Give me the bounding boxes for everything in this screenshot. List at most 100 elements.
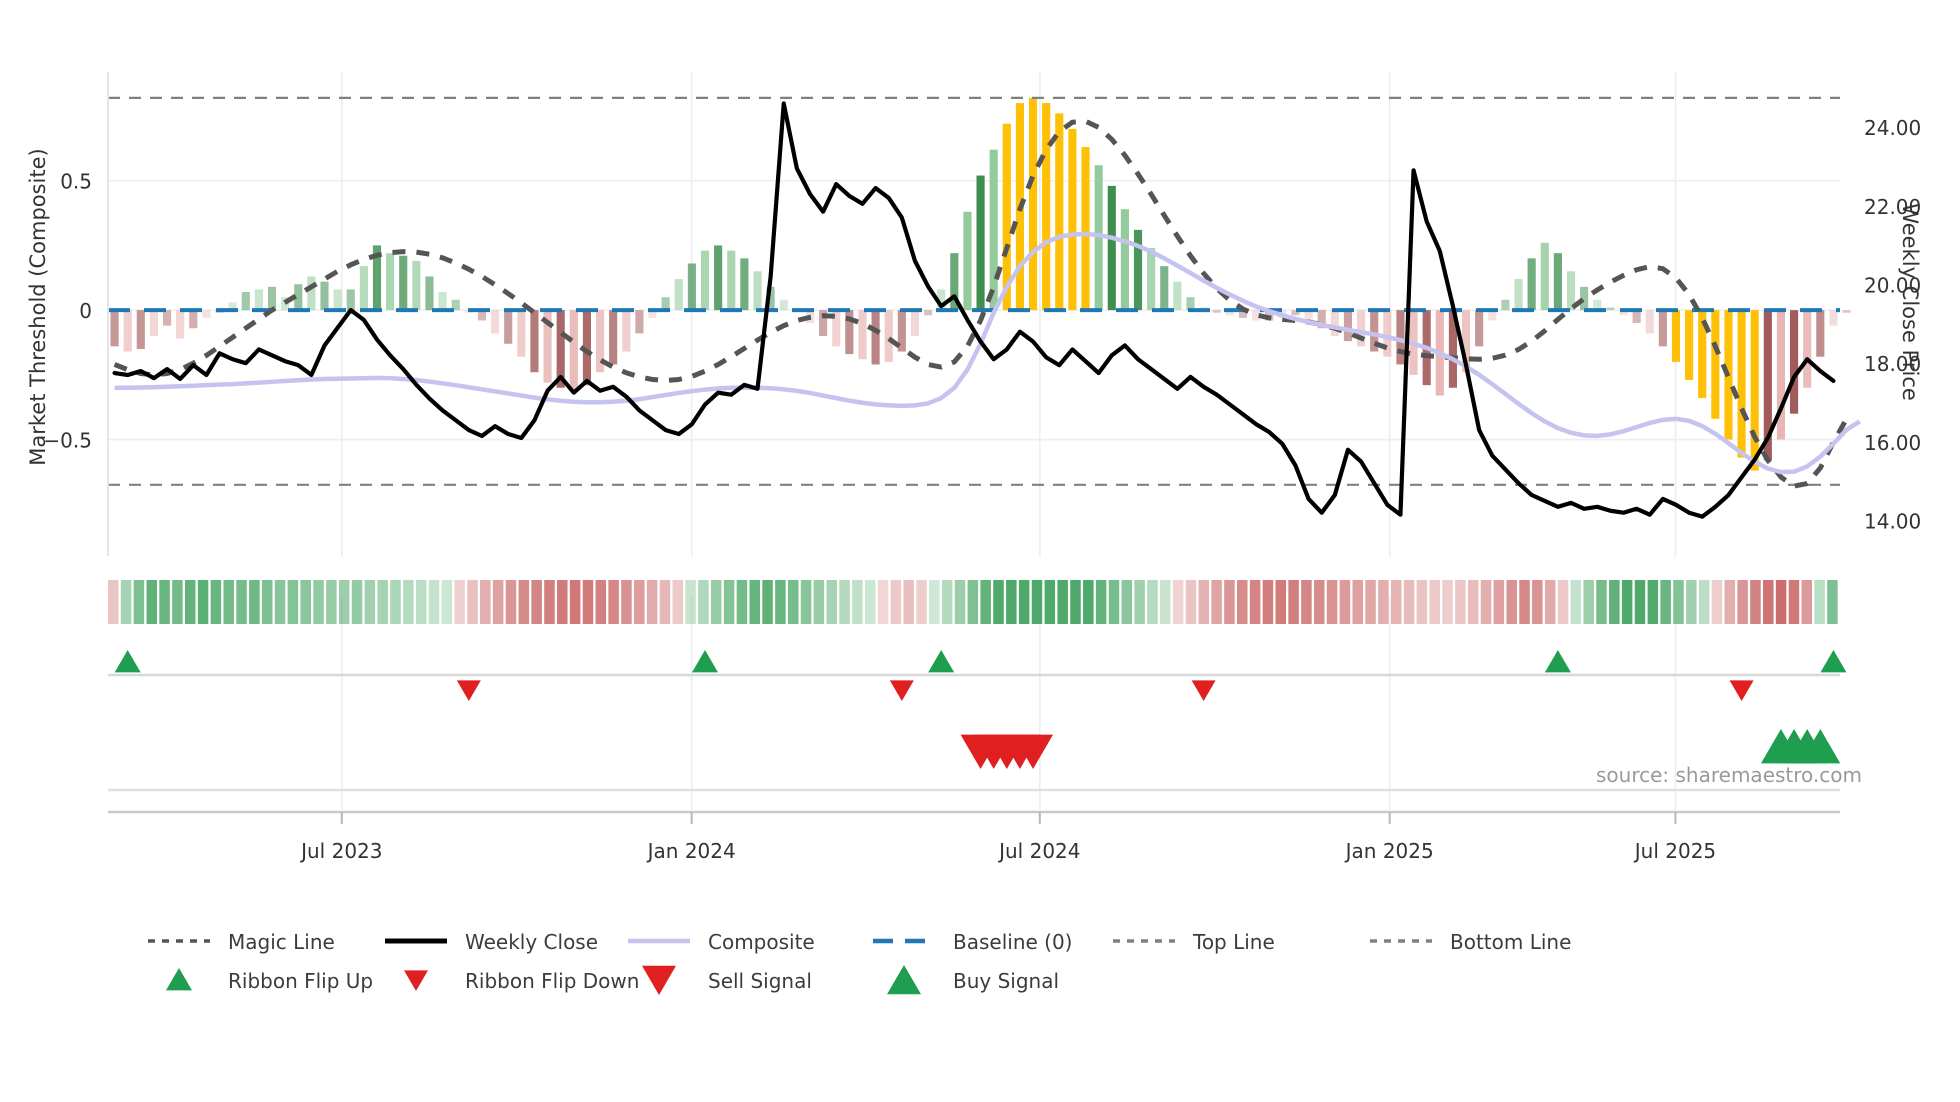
x-axis-tick-label: Jan 2025 — [1344, 839, 1434, 863]
y-axis-right-tick: 20.00 — [1864, 273, 1921, 297]
legend-item[interactable]: Sell Signal — [642, 965, 812, 995]
ribbon-bar — [1224, 580, 1235, 624]
sell-signal-marker — [1013, 734, 1054, 769]
ribbon-bar — [377, 580, 388, 624]
ribbon-bar — [1506, 580, 1517, 624]
histogram-bar — [622, 310, 631, 352]
ribbon-bar — [390, 580, 401, 624]
ribbon-bar — [1493, 580, 1505, 624]
ribbon-flip-down-marker — [1729, 680, 1754, 701]
ribbon-bar — [839, 580, 850, 624]
legend-row-2: Ribbon Flip Up Ribbon Flip Down Sell Signa… — [166, 965, 1059, 995]
ribbon-bar — [621, 580, 632, 624]
ribbon-bar — [467, 580, 478, 624]
histogram-bar — [582, 310, 591, 386]
ribbon-bar — [1198, 580, 1210, 624]
ribbon-bar — [800, 580, 812, 624]
source-note: source: sharemaestro.com — [1596, 763, 1862, 787]
ribbon-bar — [1775, 580, 1787, 624]
histogram-bar — [1252, 310, 1261, 321]
histogram-bar — [1790, 310, 1799, 414]
y-axis-right-tick: 22.00 — [1864, 195, 1921, 219]
ribbon-bar — [197, 580, 209, 624]
histogram-bar — [241, 292, 250, 311]
ribbon-bar — [1134, 580, 1145, 624]
ribbon-strip — [108, 580, 1838, 624]
histogram-bar — [1632, 310, 1641, 324]
legend-label: Sell Signal — [708, 969, 812, 993]
legend-swatch-triangle-down — [404, 970, 428, 991]
histogram-bar — [1527, 258, 1536, 311]
legend-item[interactable]: Bottom Line — [1370, 930, 1571, 954]
ribbon-bar — [300, 580, 311, 624]
histogram-bar — [1238, 310, 1248, 318]
legend-item[interactable]: Ribbon Flip Down — [404, 969, 639, 993]
ribbon-bar — [1660, 580, 1671, 624]
legend-item[interactable]: Weekly Close — [385, 930, 598, 954]
histogram-bar — [1685, 310, 1694, 380]
ribbon-bar — [1378, 580, 1389, 624]
histogram-bar — [399, 255, 408, 311]
histogram-bar — [254, 289, 263, 311]
ribbon-bar — [1262, 580, 1274, 624]
histogram-bar — [1540, 242, 1549, 311]
ribbon-bar — [685, 580, 696, 624]
ribbon-bar — [1519, 580, 1530, 624]
histogram-bar — [1133, 229, 1143, 311]
ribbon-bar — [1647, 580, 1659, 624]
histogram-bar — [438, 292, 447, 311]
ribbon-bar — [1416, 580, 1428, 624]
ribbon-bar — [1801, 580, 1813, 624]
ribbon-bar — [749, 580, 761, 624]
ribbon-bar — [710, 580, 722, 624]
ribbon-bar — [1596, 580, 1607, 624]
histogram-bar — [1475, 310, 1484, 347]
histogram-bar — [1291, 310, 1300, 316]
ribbon-bar — [1044, 580, 1056, 624]
histogram-bar — [267, 286, 277, 311]
ribbon-bar — [1557, 580, 1569, 624]
histogram-bar — [1593, 299, 1602, 311]
legend-label: Composite — [708, 930, 815, 954]
histogram-bar — [386, 253, 395, 311]
ribbon-bar — [1673, 580, 1684, 624]
legend-item[interactable]: Magic Line — [148, 930, 335, 954]
histogram-bar — [1173, 281, 1182, 311]
ribbon-flip-up-marker — [1820, 650, 1847, 673]
ribbon-bar — [864, 580, 876, 624]
ribbon-bar — [1172, 580, 1184, 624]
histogram-bar — [976, 175, 985, 311]
histogram-bar — [1107, 185, 1116, 311]
ribbon-bar — [1480, 580, 1492, 624]
ribbon-bar — [518, 580, 530, 624]
ribbon-bar — [1301, 580, 1312, 624]
legend-item[interactable]: Ribbon Flip Up — [166, 968, 373, 993]
histogram-bar — [1186, 297, 1195, 311]
histogram-bar — [950, 253, 959, 311]
histogram-bar — [189, 310, 198, 329]
histogram-bar — [202, 310, 211, 318]
ribbon-bar — [441, 580, 453, 624]
legend-item[interactable]: Top Line — [1113, 930, 1275, 954]
y-axis-right-tick: 18.00 — [1864, 352, 1921, 376]
ribbon-bar — [967, 580, 979, 624]
legend-item[interactable]: Composite — [628, 930, 815, 954]
histogram-bar — [477, 310, 487, 321]
ribbon-bar — [698, 580, 709, 624]
histogram-bar — [1304, 310, 1313, 321]
histogram-bar — [569, 310, 578, 391]
histogram-bar — [700, 250, 710, 311]
histogram-bar — [1842, 310, 1851, 313]
ribbon-bar — [569, 580, 581, 624]
histogram-bar — [779, 299, 788, 311]
histogram-bar — [1553, 253, 1562, 311]
ribbon-bar — [787, 580, 799, 624]
legend-item[interactable]: Buy Signal — [887, 965, 1059, 995]
histogram-bar — [1094, 165, 1103, 311]
ribbon-bar — [1147, 580, 1158, 624]
legend-item[interactable]: Baseline (0) — [873, 930, 1072, 954]
histogram-bar — [1383, 310, 1392, 357]
ribbon-bar — [326, 580, 337, 624]
ribbon-bar — [172, 580, 183, 624]
ribbon-bar — [1698, 580, 1710, 624]
